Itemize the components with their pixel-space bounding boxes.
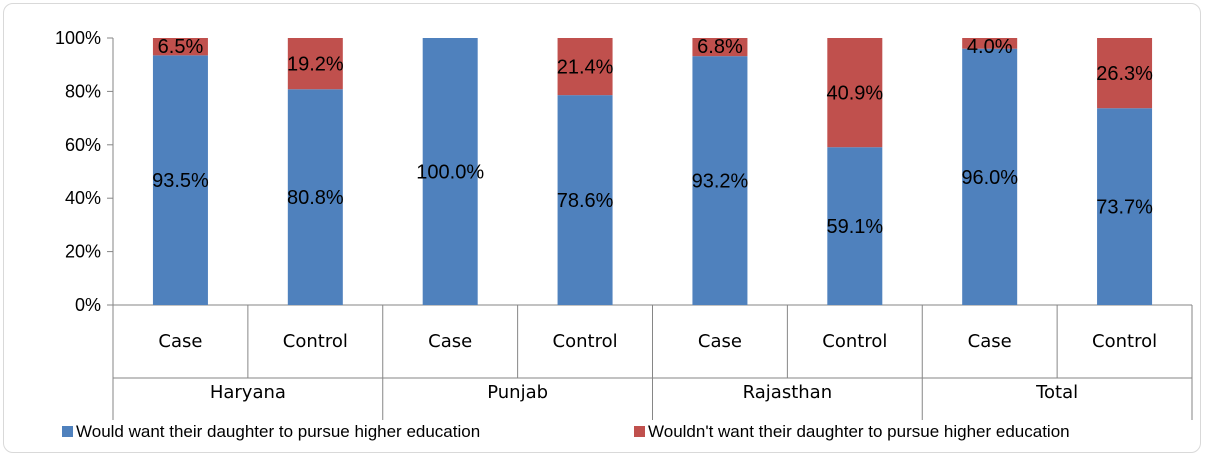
- data-labels: 93.5% 6.5% 80.8% 19.2% 100.0% 78.6% 21.4% 93.2%…: [152, 36, 1153, 238]
- data-label-would-want: 78.6%: [557, 190, 614, 212]
- data-label-wouldnt-want: 19.2%: [287, 54, 344, 76]
- bar-wouldnt-want: [962, 38, 1018, 49]
- y-tick-label: 60%: [65, 135, 101, 155]
- bar-wouldnt-want: [827, 38, 883, 148]
- bars: [152, 38, 1153, 306]
- bar-would-want: [287, 89, 343, 305]
- y-tick-label: 40%: [65, 188, 101, 208]
- bar-would-want: [827, 147, 883, 305]
- legend-swatch: [62, 426, 73, 437]
- data-label-wouldnt-want: 21.4%: [557, 57, 614, 79]
- bar-would-want: [1097, 108, 1153, 305]
- data-label-would-want: 93.2%: [692, 171, 749, 193]
- category-labels: Case Control Case Control Case Control Case Con…: [158, 331, 1157, 403]
- group-label: Rajasthan: [743, 382, 832, 403]
- y-tick-label: 100%: [55, 28, 101, 48]
- category-label: Control: [822, 331, 887, 352]
- category-label: Case: [428, 331, 472, 352]
- group-label: Punjab: [487, 382, 548, 403]
- bar-would-want: [692, 56, 748, 305]
- bar-wouldnt-want: [692, 38, 748, 57]
- y-tick-label: 0%: [75, 295, 101, 315]
- bar-wouldnt-want: [1097, 38, 1153, 109]
- category-label: Control: [283, 331, 348, 352]
- y-tick-label: 80%: [65, 81, 101, 101]
- data-label-would-want: 59.1%: [826, 216, 883, 238]
- data-label-would-want: 73.7%: [1096, 197, 1153, 219]
- bar-would-want: [152, 55, 208, 306]
- bar-wouldnt-want: [152, 38, 208, 56]
- category-label: Control: [553, 331, 618, 352]
- legend-swatch: [634, 426, 645, 437]
- data-label-wouldnt-want: 40.9%: [826, 83, 883, 105]
- category-label: Case: [968, 331, 1012, 352]
- bar-would-want: [422, 38, 478, 305]
- data-label-would-want: 96.0%: [961, 167, 1018, 189]
- data-label-would-want: 93.5%: [152, 170, 209, 192]
- data-label-wouldnt-want: 4.0%: [967, 36, 1013, 58]
- legend-label: Would want their daughter to pursue high…: [76, 422, 480, 441]
- category-label: Case: [158, 331, 202, 352]
- y-tick-label: 20%: [65, 242, 101, 262]
- bar-wouldnt-want: [287, 38, 343, 90]
- category-label: Case: [698, 331, 742, 352]
- bar-would-want: [557, 95, 613, 305]
- data-label-would-want: 100.0%: [416, 162, 484, 184]
- category-label: Control: [1092, 331, 1157, 352]
- bar-would-want: [962, 48, 1018, 306]
- bar-wouldnt-want: [557, 38, 613, 96]
- data-label-would-want: 80.8%: [287, 187, 344, 209]
- legend-label: Wouldn't want their daughter to pursue h…: [648, 422, 1070, 441]
- axes: [107, 37, 1193, 420]
- data-label-wouldnt-want: 26.3%: [1096, 63, 1153, 85]
- data-label-wouldnt-want: 6.5%: [158, 36, 204, 58]
- y-tick-labels: 0% 20% 40% 60% 80% 100%: [55, 28, 101, 315]
- group-label: Haryana: [210, 382, 286, 403]
- data-label-wouldnt-want: 6.8%: [697, 36, 743, 58]
- group-label: Total: [1035, 382, 1078, 403]
- legend: Would want their daughter to pursue high…: [62, 422, 1070, 441]
